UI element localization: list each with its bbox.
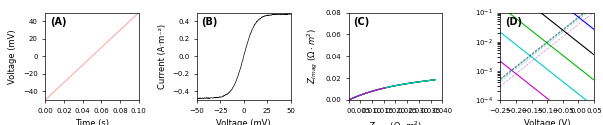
X-axis label: $Z_{Real}\ (\Omega \cdot m^{2})$: $Z_{Real}\ (\Omega \cdot m^{2})$ [368,119,423,125]
Y-axis label: Current (A·m⁻²): Current (A·m⁻²) [158,24,166,89]
Text: (A): (A) [50,17,66,27]
Text: (C): (C) [353,17,370,27]
X-axis label: Voltage (V): Voltage (V) [524,119,570,125]
Y-axis label: $Z_{Imag}\ (\Omega \cdot m^{2})$: $Z_{Imag}\ (\Omega \cdot m^{2})$ [305,28,320,84]
Text: (D): (D) [505,17,522,27]
Text: (B): (B) [201,17,218,27]
Y-axis label: Voltage (mV): Voltage (mV) [8,29,17,84]
X-axis label: Time (s): Time (s) [75,119,109,125]
X-axis label: Voltage (mV): Voltage (mV) [216,119,271,125]
